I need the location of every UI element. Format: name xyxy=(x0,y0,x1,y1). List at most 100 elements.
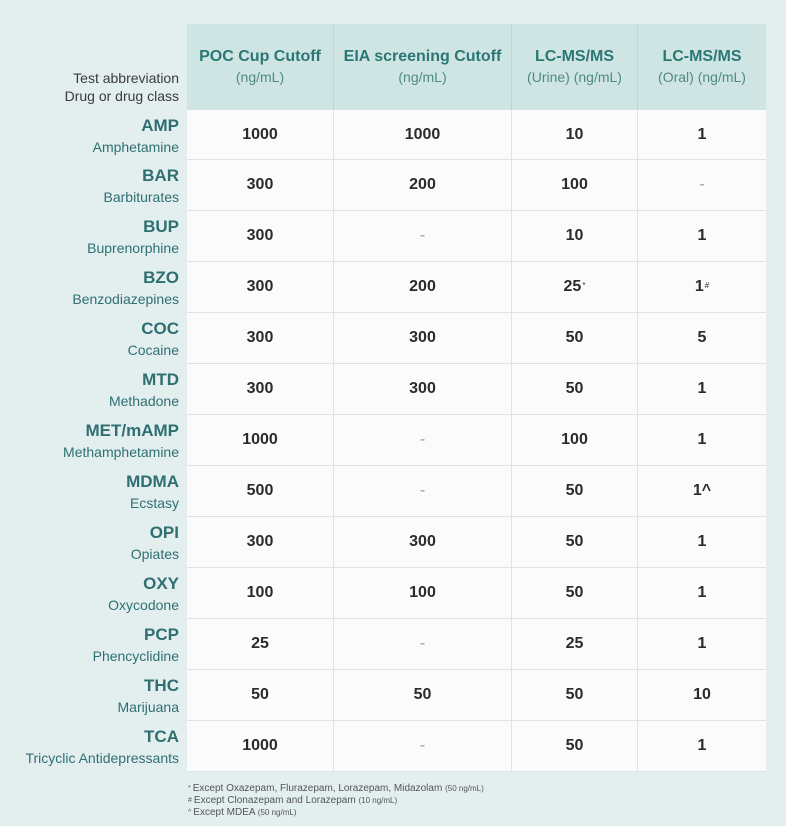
oral-lcms-cell: 1 xyxy=(638,110,766,159)
eia-cutoff-cell: 300 xyxy=(334,517,512,567)
cell-value: 1 xyxy=(697,533,707,550)
table-row: 300 300 50 5 xyxy=(187,313,766,364)
cell-value: 300 xyxy=(246,227,274,244)
table-row: 300 200 100 - xyxy=(187,160,766,211)
footnote-text: Except MDEA xyxy=(193,807,255,818)
poc-cutoff-cell: 1000 xyxy=(187,721,334,771)
oral-lcms-cell: 1 xyxy=(638,211,766,261)
cell-value: 300 xyxy=(246,176,274,193)
table-row: 300 300 50 1 xyxy=(187,517,766,568)
column-unit: (Oral) (ng/mL) xyxy=(658,69,746,85)
table-row: 1000 - 100 1 xyxy=(187,415,766,466)
column-unit: (Urine) (ng/mL) xyxy=(527,69,622,85)
footnote: * Except Oxazepam, Flurazepam, Lorazepam,… xyxy=(188,783,484,795)
eia-cutoff-cell: 300 xyxy=(334,364,512,414)
test-abbreviation: MTD xyxy=(142,370,179,389)
urine-lcms-cell: 50 xyxy=(512,568,638,618)
poc-cutoff-cell: 300 xyxy=(187,160,334,210)
cell-value: 100 xyxy=(246,584,274,601)
row-label-header-line2: Drug or drug class xyxy=(64,88,179,104)
cell-value: 300 xyxy=(409,329,436,346)
poc-cutoff-cell: 300 xyxy=(187,364,334,414)
cell-value: 100 xyxy=(561,431,588,448)
oral-lcms-cell: 1^ xyxy=(638,466,766,516)
table-row: 100 100 50 1 xyxy=(187,568,766,619)
table-row: 300 200 25 * 1 # xyxy=(187,262,766,313)
cell-value: 50 xyxy=(565,737,584,754)
cell-value: 1 xyxy=(697,737,707,754)
urine-lcms-cell: 25 * xyxy=(512,262,638,312)
oral-lcms-cell: 1 xyxy=(638,364,766,414)
drug-class-name: Barbiturates xyxy=(103,189,179,205)
row-label: OXY Oxycodone xyxy=(0,568,187,619)
eia-cutoff-cell: - xyxy=(334,211,512,261)
cell-value: 300 xyxy=(409,533,436,550)
cell-value: 5 xyxy=(697,329,707,346)
oral-lcms-cell: - xyxy=(638,160,766,210)
cell-value: 50 xyxy=(413,686,432,703)
test-abbreviation: BUP xyxy=(143,217,179,236)
table-row: 50 50 50 10 xyxy=(187,670,766,721)
cell-value: 300 xyxy=(246,329,274,346)
test-abbreviation: BZO xyxy=(143,268,179,287)
cell-value: - xyxy=(419,431,426,448)
poc-cutoff-cell: 50 xyxy=(187,670,334,720)
urine-lcms-cell: 100 xyxy=(512,415,638,465)
test-abbreviation: PCP xyxy=(144,625,179,644)
poc-cutoff-cell: 300 xyxy=(187,211,334,261)
urine-lcms-cell: 10 xyxy=(512,211,638,261)
cell-value: 1 xyxy=(697,227,707,244)
cell-value: 1^ xyxy=(692,482,712,499)
cell-value: 300 xyxy=(246,533,274,550)
eia-cutoff-cell: 300 xyxy=(334,313,512,363)
oral-lcms-cell: 5 xyxy=(638,313,766,363)
footnote-value: (50 ng/mL) xyxy=(257,808,297,817)
column-header-poc: POC Cup Cutoff (ng/mL) xyxy=(187,24,334,110)
test-abbreviation: MDMA xyxy=(126,472,179,491)
footnote-mark: * xyxy=(582,280,586,290)
drug-class-name: Ecstasy xyxy=(129,495,179,511)
row-label: MTD Methadone xyxy=(0,364,187,415)
cell-value: 50 xyxy=(565,686,584,703)
column-unit: (ng/mL) xyxy=(235,69,285,85)
eia-cutoff-cell: - xyxy=(334,415,512,465)
footnote-text: Except Clonazepam and Lorazepam xyxy=(193,795,356,806)
cell-value: 10 xyxy=(693,686,711,703)
cell-value: - xyxy=(419,227,426,244)
row-label: TCA Tricyclic Antidepressants xyxy=(0,721,187,772)
test-abbreviation: TCA xyxy=(144,727,179,746)
cell-value: 1000 xyxy=(242,737,278,754)
oral-lcms-cell: 10 xyxy=(638,670,766,720)
cell-value: 1000 xyxy=(242,125,278,143)
urine-lcms-cell: 10 xyxy=(512,110,638,159)
drug-class-name: Phencyclidine xyxy=(92,648,179,664)
cell-value: 200 xyxy=(409,278,436,295)
test-abbreviation: OPI xyxy=(149,523,179,542)
test-abbreviation: BAR xyxy=(142,166,179,185)
row-label: THC Marijuana xyxy=(0,670,187,721)
oral-lcms-cell: 1 xyxy=(638,619,766,669)
column-header-urine: LC-MS/MS (Urine) (ng/mL) xyxy=(512,24,638,110)
footnote-value: (50 ng/mL) xyxy=(445,784,484,793)
footnote-value: (10 ng/mL) xyxy=(358,796,398,805)
eia-cutoff-cell: - xyxy=(334,619,512,669)
row-label: MET/mAMP Methamphetamine xyxy=(0,415,187,466)
column-title: POC Cup Cutoff xyxy=(199,48,321,65)
cell-value: 50 xyxy=(565,584,584,601)
cell-value: 200 xyxy=(409,176,436,193)
test-abbreviation: AMP xyxy=(141,116,179,135)
row-label: PCP Phencyclidine xyxy=(0,619,187,670)
cell-value: 300 xyxy=(409,380,436,397)
cell-value: - xyxy=(419,635,426,652)
footnote-symbol: * xyxy=(188,785,191,792)
cell-value: 25 xyxy=(251,635,269,652)
cell-value: 10 xyxy=(565,125,584,143)
oral-lcms-cell: 1 xyxy=(638,568,766,618)
footnote-mark: # xyxy=(704,280,710,290)
cell-value: 25 xyxy=(565,635,584,652)
row-label: MDMA Ecstasy xyxy=(0,466,187,517)
row-label: BAR Barbiturates xyxy=(0,160,187,211)
eia-cutoff-cell: 200 xyxy=(334,160,512,210)
drug-class-name: Methadone xyxy=(108,393,179,409)
